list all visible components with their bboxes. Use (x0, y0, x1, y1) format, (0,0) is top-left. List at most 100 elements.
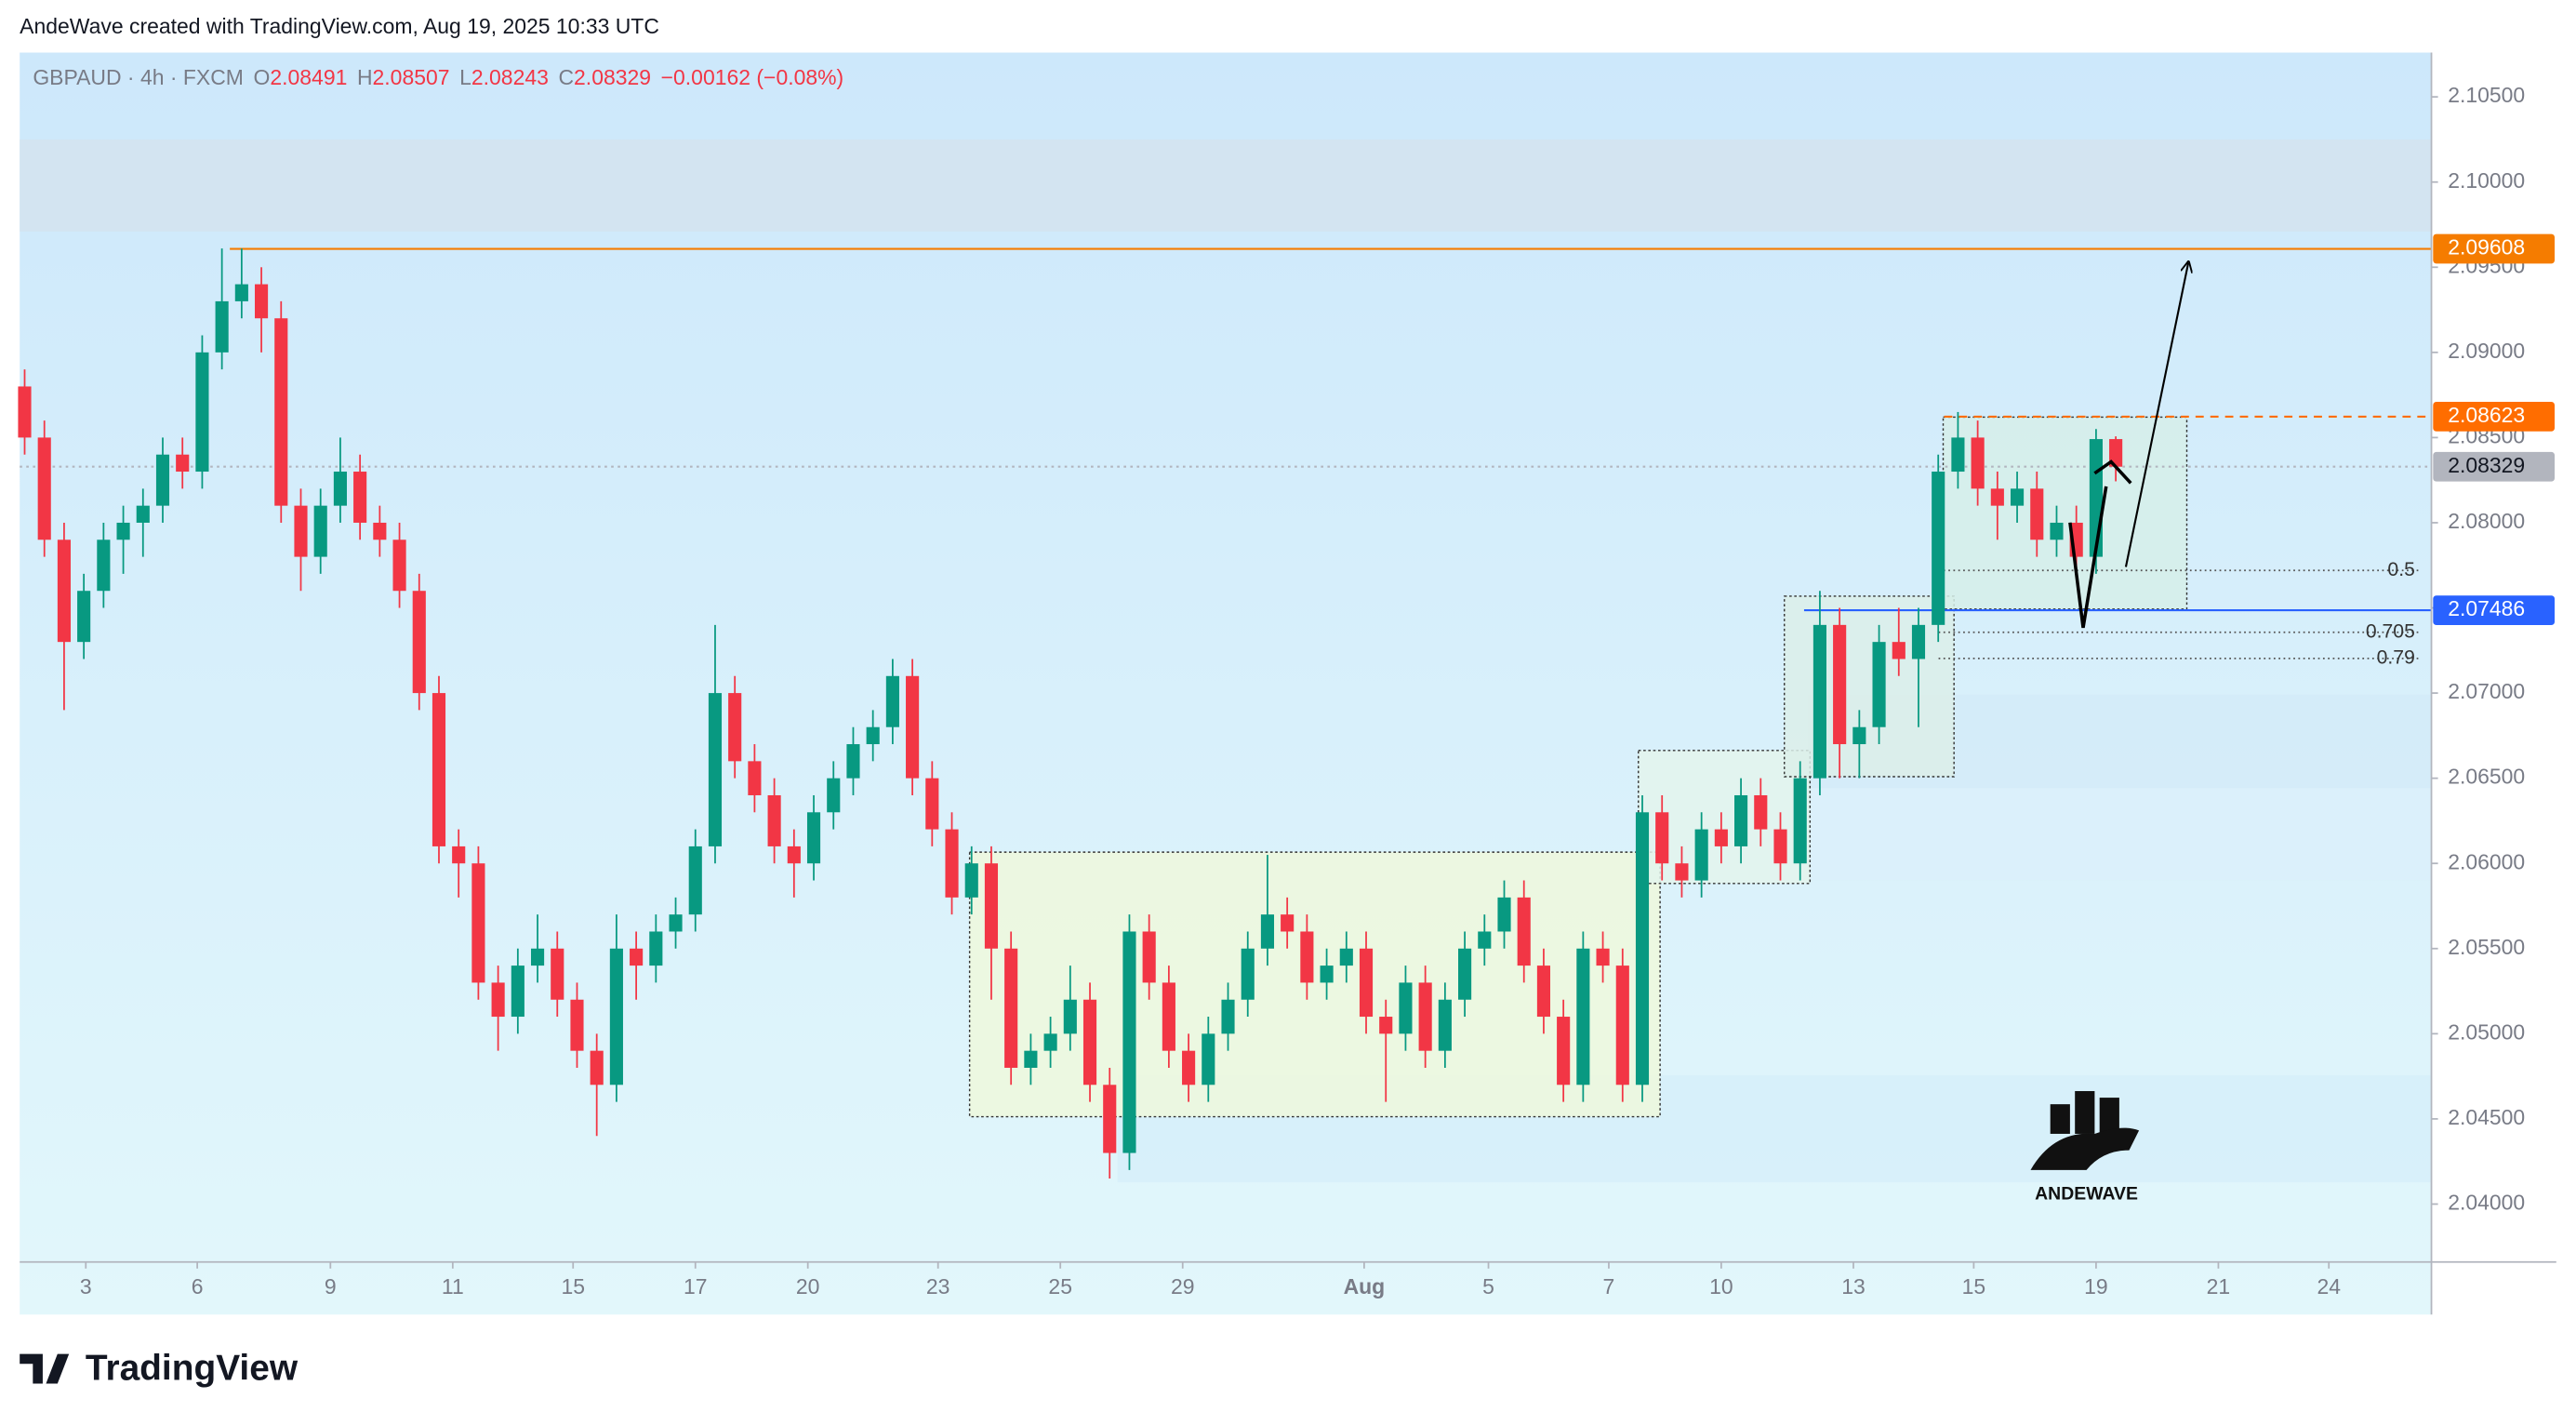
ohlc-label: O (254, 65, 271, 89)
candle-body (688, 846, 702, 915)
y-tick-label: 2.07000 (2448, 679, 2525, 703)
candle-body (155, 454, 170, 506)
x-tick-label: 9 (325, 1274, 337, 1298)
y-tick-label: 2.05000 (2448, 1019, 2525, 1044)
candle-body (1990, 488, 2004, 506)
candle-body (1320, 966, 1334, 983)
fib-label: 0.705 (2366, 620, 2415, 642)
candle-body (2030, 488, 2044, 540)
candle-body (1517, 897, 1531, 966)
logo: ANDEWAVE (2030, 1091, 2140, 1204)
logo-bar (2099, 1098, 2119, 1134)
candle-body (570, 999, 584, 1051)
candle-body (1004, 948, 1018, 1068)
candle-body (1103, 1085, 1117, 1153)
change: −0.00162 (−0.08%) (661, 65, 844, 89)
x-tick-label: 17 (684, 1274, 708, 1298)
fib-label: 0.79 (2377, 647, 2415, 669)
candle-body (1438, 999, 1452, 1051)
ohlc-label: C (558, 65, 574, 89)
x-tick-label: 21 (2207, 1274, 2231, 1298)
x-tick-label: 6 (192, 1274, 204, 1298)
candle-body (551, 948, 564, 1000)
y-tick-label: 2.04000 (2448, 1191, 2525, 1215)
y-tick-label: 2.08000 (2448, 509, 2525, 533)
candle-body (1932, 472, 1945, 625)
price-tag (2433, 401, 2556, 432)
candle-body (412, 591, 426, 694)
y-tick-label: 2.06500 (2448, 765, 2525, 789)
footer: TradingView (86, 1349, 299, 1389)
candle-body (1162, 982, 1175, 1051)
price-tag (2433, 595, 2556, 625)
candle-body (57, 539, 71, 643)
candle-body (1596, 948, 1610, 966)
candle-body (1615, 966, 1629, 1085)
candle-body (2109, 439, 2123, 467)
candle-body (1971, 437, 1985, 489)
candle-body (215, 300, 229, 353)
candle-body (806, 812, 821, 864)
candle-body (767, 794, 781, 846)
x-tick-label: 7 (1603, 1274, 1615, 1298)
candle-body (1300, 931, 1314, 983)
candle-body (1714, 829, 1728, 846)
candle-body (511, 966, 524, 1018)
candle-body (1951, 437, 1965, 473)
x-tick-label: 3 (80, 1274, 92, 1298)
y-tick-label: 2.04500 (2448, 1105, 2525, 1129)
y-tick-label: 2.09000 (2448, 339, 2525, 363)
projection-arrow (2124, 263, 2188, 567)
logo-bull (2030, 1127, 2140, 1170)
symbol: GBPAUD · 4h · FXCM (33, 65, 244, 89)
candle-body (925, 778, 939, 830)
y-tick-label: 2.06000 (2448, 849, 2525, 873)
candle-body (1478, 931, 1492, 949)
candle-body (846, 744, 860, 779)
candle-body (392, 539, 406, 592)
ohlc-value: 2.08491 (270, 65, 347, 89)
candle-body (77, 591, 91, 643)
zone (968, 851, 1661, 1118)
zone (20, 139, 2432, 232)
price-tag-label: 2.07486 (2448, 596, 2525, 620)
candle-body (728, 693, 742, 762)
x-tick-label: 5 (1482, 1274, 1494, 1298)
y-tick-label: 2.05500 (2448, 935, 2525, 959)
candle-body (1675, 863, 1689, 881)
x-tick-label: 11 (442, 1274, 464, 1298)
candle-body (1497, 897, 1511, 932)
x-tick-label: 29 (1171, 1274, 1195, 1298)
candle-body (1458, 948, 1472, 1000)
candle-body (1142, 931, 1156, 983)
candle-body (866, 726, 880, 745)
candle-body (373, 522, 387, 540)
ohlc-value: 2.08507 (373, 65, 450, 89)
candle-body (590, 1050, 604, 1085)
candle-body (649, 931, 663, 966)
candle-body (1082, 999, 1097, 1085)
candle-body (1241, 948, 1255, 1000)
candle-body (1202, 1033, 1215, 1085)
candle-body (37, 437, 51, 540)
candle-body (294, 505, 308, 557)
logo-bar (2075, 1091, 2095, 1134)
candle-body (1418, 982, 1432, 1051)
ohlc-value: 2.08329 (574, 65, 651, 89)
candle-body (1892, 642, 1905, 659)
candle-body (432, 693, 446, 846)
candle-body (945, 829, 959, 898)
candle-body (1812, 624, 1826, 779)
candle-body (1635, 812, 1650, 1085)
candle-body (471, 863, 485, 983)
ohlc-label: H (357, 65, 373, 89)
candle-body (2050, 522, 2064, 540)
candle-body (97, 539, 111, 592)
ohlc-value: 2.08243 (471, 65, 549, 89)
x-tick-label: 23 (926, 1274, 950, 1298)
candle-body (630, 948, 644, 966)
candle-body (906, 675, 920, 779)
legend: GBPAUD · 4h · FXCM O2.08491 H2.08507 L2.082… (33, 65, 843, 89)
